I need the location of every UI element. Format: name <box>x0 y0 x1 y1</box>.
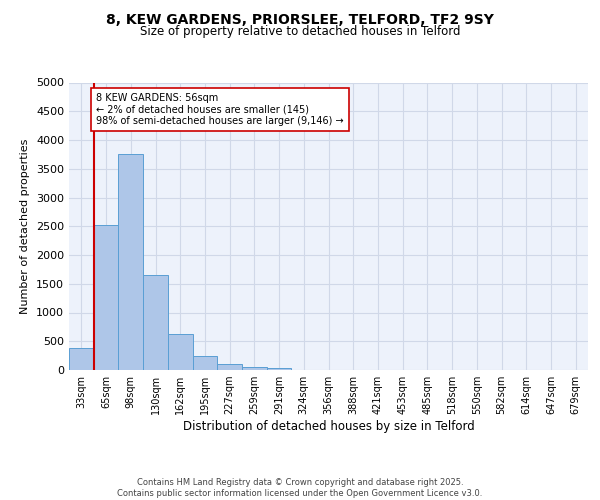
Bar <box>94 224 118 370</box>
Bar <box>168 334 193 370</box>
Text: Size of property relative to detached houses in Telford: Size of property relative to detached ho… <box>140 25 460 38</box>
Text: Contains HM Land Registry data © Crown copyright and database right 2025.
Contai: Contains HM Land Registry data © Crown c… <box>118 478 482 498</box>
Text: 8, KEW GARDENS, PRIORSLEE, TELFORD, TF2 9SY: 8, KEW GARDENS, PRIORSLEE, TELFORD, TF2 … <box>106 12 494 26</box>
Text: 8 KEW GARDENS: 56sqm
← 2% of detached houses are smaller (145)
98% of semi-detac: 8 KEW GARDENS: 56sqm ← 2% of detached ho… <box>96 93 344 126</box>
Y-axis label: Number of detached properties: Number of detached properties <box>20 138 31 314</box>
Bar <box>118 154 143 370</box>
Bar <box>143 274 168 370</box>
Bar <box>193 356 217 370</box>
Bar <box>242 368 267 370</box>
Bar <box>217 364 242 370</box>
Bar <box>267 368 292 370</box>
X-axis label: Distribution of detached houses by size in Telford: Distribution of detached houses by size … <box>182 420 475 433</box>
Bar <box>69 348 94 370</box>
